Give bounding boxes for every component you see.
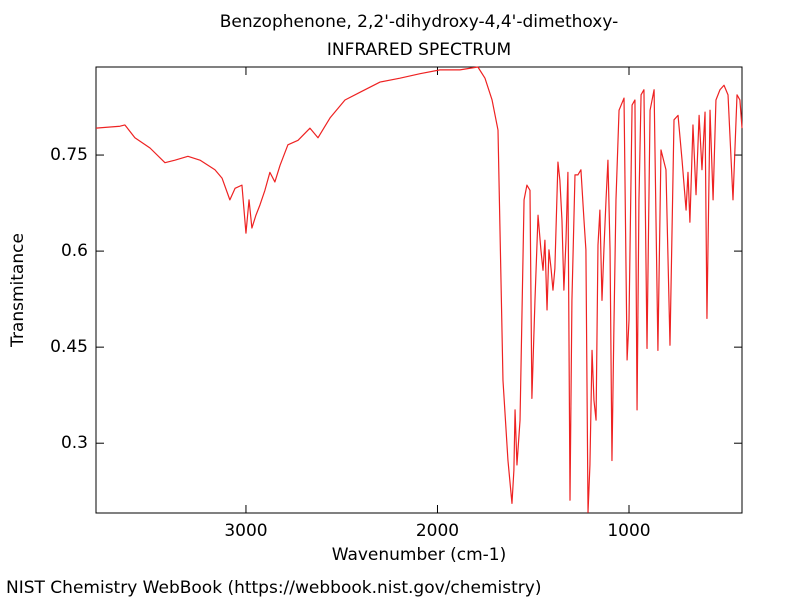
y-axis-label: Transmitance [8,233,28,348]
y-tick-label: 0.45 [50,337,88,357]
x-tick-label: 3000 [224,521,267,541]
plot-frame [95,66,743,514]
y-tick-label: 0.6 [61,241,88,261]
x-tick-label: 1000 [607,521,650,541]
x-axis-label: Wavenumber (cm-1) [332,545,507,565]
spectrum-line [95,66,743,513]
y-tick-label: 0.75 [50,145,88,165]
y-tick-label: 0.3 [61,433,88,453]
chart-title: Benzophenone, 2,2'-dihydroxy-4,4'-dimeth… [220,12,619,32]
x-tick-label: 2000 [416,521,459,541]
chart-subtitle: INFRARED SPECTRUM [327,40,511,60]
source-note: NIST Chemistry WebBook (https://webbook.… [6,578,541,598]
